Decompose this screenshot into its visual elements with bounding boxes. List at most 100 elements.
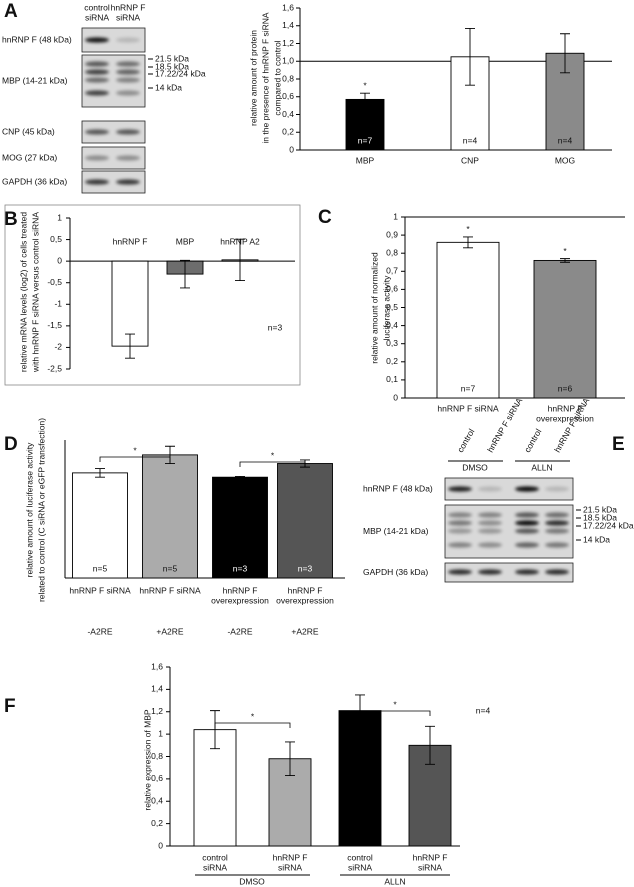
- significance-marker: *: [363, 80, 367, 90]
- marker-label: 21.5 kDa: [155, 53, 189, 63]
- y-axis-label: relative amount of luciferase activity: [24, 442, 34, 577]
- group-label: -A2RE: [87, 626, 112, 636]
- blot-band: [448, 520, 472, 526]
- bar: [338, 710, 382, 847]
- error-bar: [285, 741, 295, 776]
- blot-band: [545, 486, 569, 492]
- annotation: n=4: [476, 705, 491, 715]
- x-tick-label: siRNA: [348, 862, 372, 872]
- error-bar: [465, 27, 475, 86]
- x-tick-label: siRNA: [418, 862, 442, 872]
- blot-strip: [81, 170, 146, 194]
- blot-band: [515, 486, 539, 492]
- blot-band: [478, 542, 502, 548]
- blot-band: [116, 37, 140, 43]
- y-tick-label: 0,4: [386, 320, 398, 330]
- blot-band: [116, 69, 140, 75]
- blot-band: [448, 512, 472, 518]
- bar-label: n=3: [233, 563, 248, 573]
- y-tick-label: 0,6: [151, 773, 163, 783]
- y-tick-label: 0,4: [151, 796, 163, 806]
- blot-strip: [81, 120, 146, 144]
- treatment-label: DMSO: [462, 462, 488, 472]
- row-label: hnRNP F (48 kDa): [363, 483, 433, 493]
- error-bar: [235, 238, 245, 282]
- x-tick-label: hnRNP F siRNA: [437, 403, 499, 413]
- x-tick-label: overexpression: [276, 595, 334, 605]
- error-bar: [463, 236, 473, 249]
- x-tick-label: MBP: [176, 236, 195, 246]
- blot-band: [85, 179, 109, 185]
- bar: [111, 260, 149, 347]
- blot-band: [545, 512, 569, 518]
- blot-band: [116, 61, 140, 67]
- panel-letter: D: [4, 434, 18, 455]
- blot-band: [478, 486, 502, 492]
- blot-band: [448, 528, 472, 534]
- blot-band: [116, 179, 140, 185]
- blot-band: [545, 528, 569, 534]
- marker-label: 14 kDa: [155, 82, 182, 92]
- x-tick-label: siRNA: [203, 862, 227, 872]
- y-tick-label: 1,2: [282, 38, 294, 48]
- marker-label: 17.22/24 kDa: [583, 520, 634, 530]
- marker-label: 14 kDa: [583, 534, 610, 544]
- y-tick-label: 1,0: [282, 56, 294, 66]
- y-tick-label: 1,6: [151, 661, 163, 671]
- group-label: -A2RE: [227, 626, 252, 636]
- blot-band: [515, 569, 539, 575]
- y-axis-label: compared to control: [272, 40, 282, 115]
- y-tick-label: 0,5: [386, 302, 398, 312]
- y-tick-label: -0,5: [47, 277, 62, 287]
- y-tick-label: 0,8: [386, 247, 398, 257]
- y-tick-label: 1,4: [151, 684, 163, 694]
- bar-label: n=7: [461, 383, 476, 393]
- lane-label: control: [522, 427, 543, 454]
- y-tick-label: 0,6: [386, 284, 398, 294]
- blot-band: [85, 155, 109, 161]
- y-tick-label: 0: [289, 144, 294, 154]
- significance-bracket: [359, 710, 431, 716]
- marker-label: 18.5 kDa: [155, 61, 189, 71]
- lane-label: siRNA: [116, 12, 140, 22]
- bar-label: n=7: [358, 135, 373, 145]
- blot-band: [116, 90, 140, 96]
- significance-bracket: [99, 456, 171, 462]
- blot-band: [515, 520, 539, 526]
- significance-marker: *: [563, 246, 567, 256]
- y-tick-label: -2: [54, 342, 62, 352]
- x-tick-label: hnRNP A2: [220, 236, 260, 246]
- blot-band: [116, 77, 140, 83]
- annotation: n=3: [268, 322, 283, 332]
- y-tick-label: 0: [57, 255, 62, 265]
- error-bar: [180, 259, 190, 289]
- error-bar: [560, 33, 570, 74]
- y-axis-label: relative amount of normalized: [369, 252, 379, 364]
- lane-label: control: [455, 427, 476, 454]
- y-tick-label: 0,6: [282, 91, 294, 101]
- blot-band: [85, 77, 109, 83]
- bar: [533, 259, 597, 399]
- x-tick-label: hnRNP F: [288, 585, 323, 595]
- marker-label: 21.5 kDa: [583, 504, 617, 514]
- x-tick-label: control: [347, 852, 373, 862]
- bar: [277, 463, 333, 579]
- x-tick-label: control: [202, 852, 228, 862]
- x-tick-label: MBP: [356, 155, 375, 165]
- blot-band: [85, 69, 109, 75]
- bar: [72, 472, 128, 579]
- panel-letter: E: [612, 434, 625, 455]
- row-label: hnRNP F (48 kDa): [2, 34, 72, 44]
- x-tick-label: hnRNP F siRNA: [139, 585, 201, 595]
- y-tick-label: -1,5: [47, 320, 62, 330]
- x-tick-label: hnRNP F: [273, 852, 308, 862]
- panel-frame: [4, 204, 301, 386]
- y-axis-label: relative amount of protein: [248, 30, 258, 126]
- blot-band: [116, 129, 140, 135]
- bar-label: n=5: [163, 563, 178, 573]
- bar-label: n=4: [463, 135, 478, 145]
- y-tick-label: 0,9: [386, 229, 398, 239]
- error-bar: [560, 258, 570, 263]
- significance-label: *: [251, 711, 255, 721]
